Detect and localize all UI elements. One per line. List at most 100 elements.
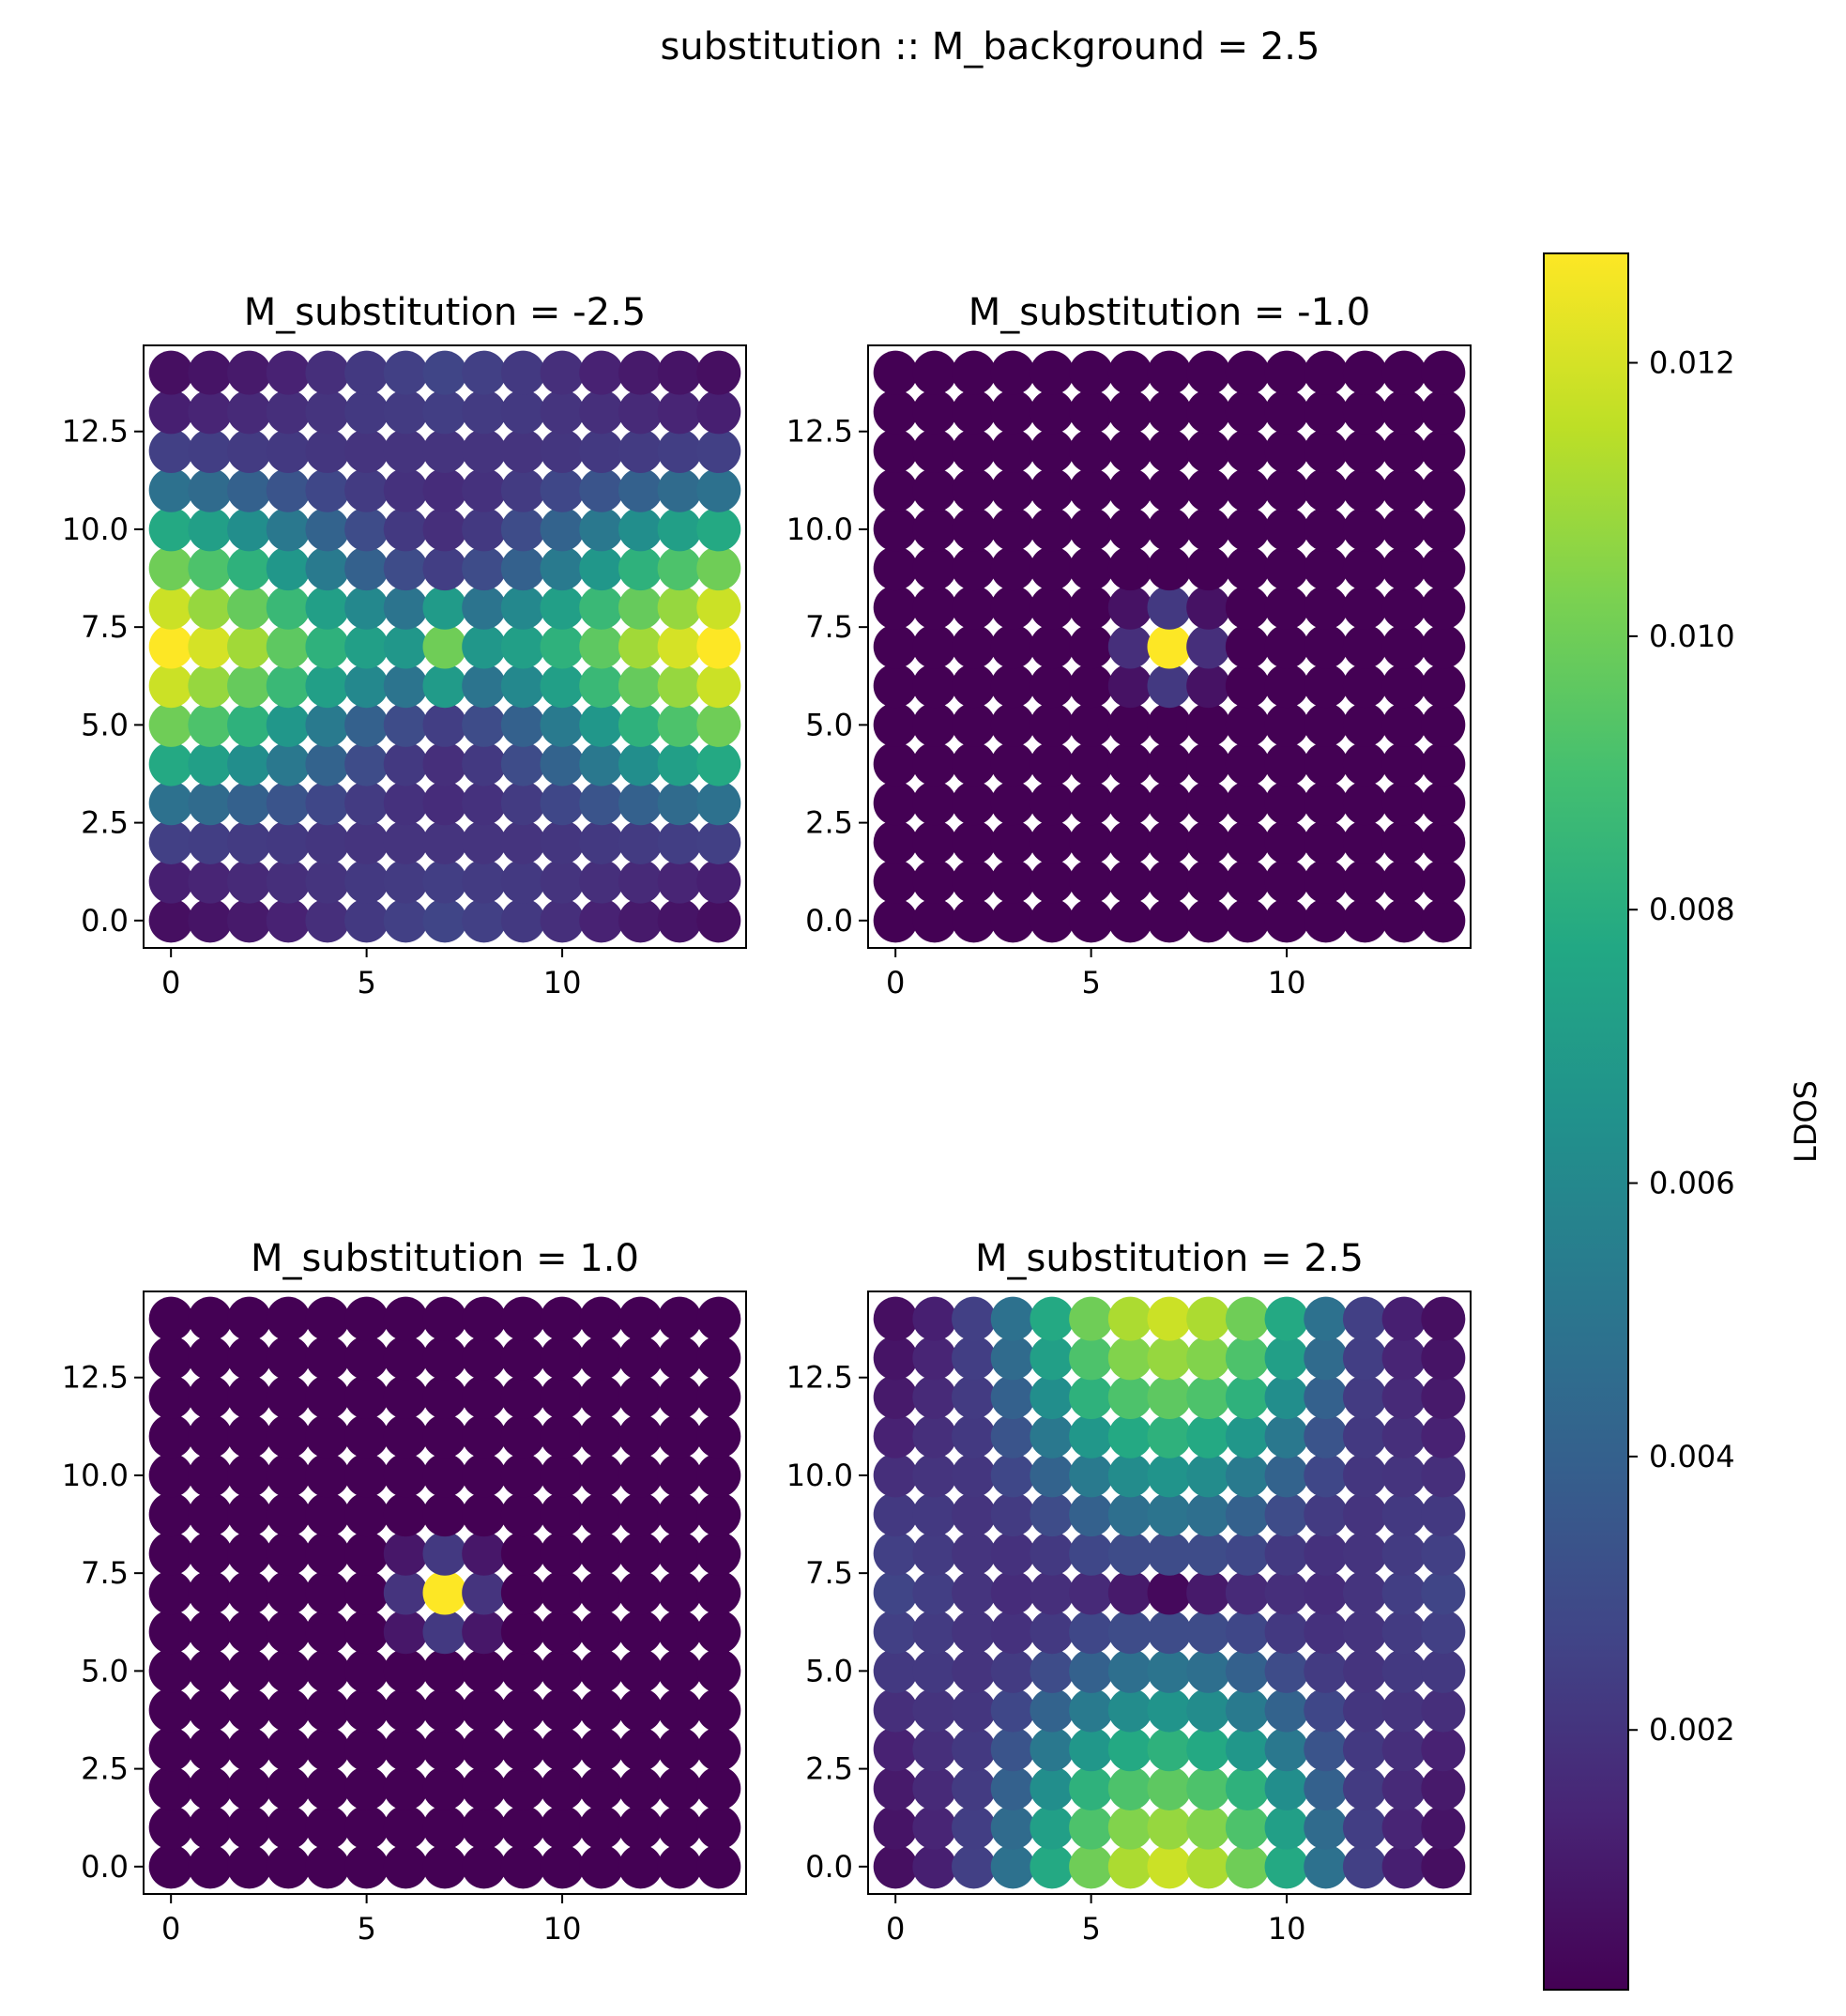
data-point <box>1107 1413 1152 1459</box>
data-point <box>344 1336 389 1381</box>
data-point <box>952 819 997 864</box>
data-point <box>148 1765 193 1810</box>
data-point <box>227 1492 272 1537</box>
data-point <box>383 350 428 395</box>
data-point <box>912 1844 957 1889</box>
data-point <box>1186 702 1231 747</box>
data-point <box>148 1570 193 1615</box>
data-point <box>1304 585 1349 630</box>
data-point <box>696 467 741 512</box>
data-point <box>1107 1375 1152 1420</box>
data-point <box>657 624 702 669</box>
data-point <box>305 702 350 747</box>
data-point <box>696 1610 741 1655</box>
data-point <box>227 1453 272 1498</box>
data-point <box>579 1296 624 1341</box>
data-point <box>266 1531 311 1576</box>
data-point <box>344 1844 389 1889</box>
colorbar-gradient <box>1543 252 1629 1991</box>
data-point <box>696 1375 741 1420</box>
data-point <box>500 664 545 709</box>
x-tick-label: 0 <box>161 1911 180 1947</box>
data-point <box>1186 350 1231 395</box>
y-tick-label: 10.0 <box>62 512 129 547</box>
data-point <box>912 585 957 630</box>
data-point <box>266 702 311 747</box>
data-point <box>422 1610 467 1655</box>
data-point <box>1069 1375 1114 1420</box>
data-point <box>344 1688 389 1733</box>
data-point <box>1147 1296 1192 1341</box>
data-point <box>579 781 624 826</box>
data-point <box>990 585 1035 630</box>
data-point <box>657 781 702 826</box>
data-point <box>990 507 1035 552</box>
data-point <box>188 585 233 630</box>
data-point <box>1069 859 1114 904</box>
data-point <box>579 1727 624 1772</box>
data-point <box>1069 1805 1114 1850</box>
data-point <box>540 1413 585 1459</box>
data-point <box>1421 467 1466 512</box>
data-point <box>344 1296 389 1341</box>
data-point <box>1421 1336 1466 1381</box>
data-point <box>422 1296 467 1341</box>
data-point <box>657 467 702 512</box>
data-point <box>462 1531 507 1576</box>
data-point <box>227 546 272 591</box>
data-point <box>1421 1805 1466 1850</box>
data-point <box>1381 1844 1426 1889</box>
data-point <box>1264 1610 1309 1655</box>
data-point <box>873 624 918 669</box>
data-point <box>1030 1413 1075 1459</box>
data-point <box>500 467 545 512</box>
data-point <box>422 859 467 904</box>
data-point <box>1186 1413 1231 1459</box>
data-point <box>1264 859 1309 904</box>
data-point <box>188 389 233 435</box>
data-point <box>1342 664 1387 709</box>
data-point <box>305 1648 350 1693</box>
data-point <box>422 1648 467 1693</box>
data-point <box>266 507 311 552</box>
data-point <box>1225 1610 1270 1655</box>
data-point <box>1069 781 1114 826</box>
y-tick-label: 7.5 <box>81 1555 129 1591</box>
y-tick-label: 5.0 <box>81 707 129 742</box>
data-point <box>912 1413 957 1459</box>
data-point <box>618 1336 663 1381</box>
data-point <box>148 1688 193 1733</box>
data-point <box>657 741 702 787</box>
x-tick-label: 5 <box>1081 965 1100 1000</box>
data-point <box>266 1413 311 1459</box>
data-point <box>1030 1844 1075 1889</box>
x-tick-label: 10 <box>1268 1911 1306 1947</box>
data-point <box>148 507 193 552</box>
data-point <box>1147 1492 1192 1537</box>
data-point <box>344 585 389 630</box>
data-point <box>148 781 193 826</box>
data-point <box>1107 702 1152 747</box>
y-tick-label: 2.5 <box>81 805 129 841</box>
data-point <box>1264 429 1309 474</box>
data-point <box>1421 781 1466 826</box>
data-point <box>1304 350 1349 395</box>
subplots: M_substitution = -2.5 0 5 10 0.0 2.5 5.0 7.5 10.… <box>62 291 1472 1947</box>
data-point <box>873 741 918 787</box>
data-point <box>227 702 272 747</box>
data-point <box>1225 1336 1270 1381</box>
data-point <box>657 1336 702 1381</box>
data-point <box>990 1765 1035 1810</box>
data-point <box>1381 1765 1426 1810</box>
data-point <box>1147 1375 1192 1420</box>
data-point <box>227 741 272 787</box>
data-point <box>344 781 389 826</box>
data-point <box>1107 585 1152 630</box>
y-tick-label: 0.0 <box>81 1849 129 1885</box>
data-point <box>1342 702 1387 747</box>
data-point <box>422 1531 467 1576</box>
data-point <box>227 1648 272 1693</box>
data-point <box>952 1648 997 1693</box>
data-point <box>462 389 507 435</box>
data-point <box>383 1688 428 1733</box>
